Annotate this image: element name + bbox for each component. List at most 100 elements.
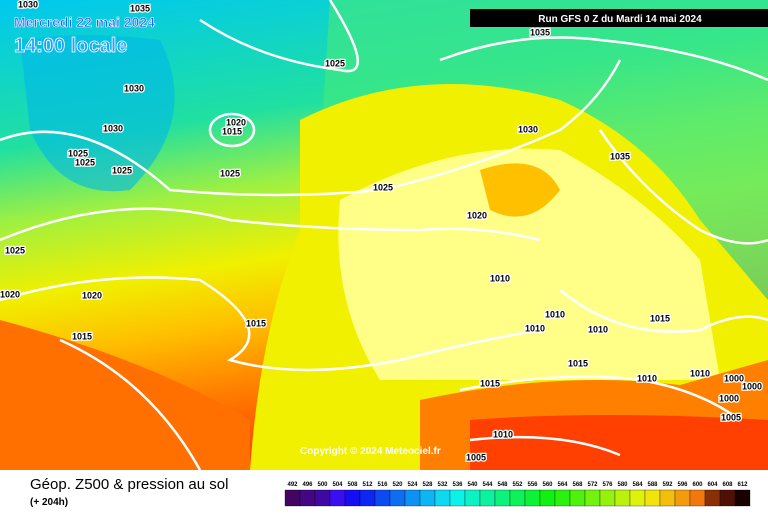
colorbar-cell xyxy=(644,489,661,507)
isobar-label: 1020 xyxy=(0,289,20,299)
colorbar-label: 528 xyxy=(422,482,433,488)
colorbar-cell xyxy=(329,489,346,507)
colorbar-label: 612 xyxy=(737,482,748,488)
isobar-label: 1010 xyxy=(545,309,565,319)
isobar-label: 1030 xyxy=(18,0,38,9)
colorbar-label: 596 xyxy=(677,482,688,488)
colorbar-label: 552 xyxy=(512,482,523,488)
colorbar-label: 608 xyxy=(722,482,733,488)
colorbar-cell xyxy=(449,489,466,507)
isobar-label: 1035 xyxy=(530,27,550,37)
isobar-label: 1020 xyxy=(82,290,102,300)
colorbar-label: 492 xyxy=(287,482,298,488)
isobar-label: 1005 xyxy=(466,452,486,462)
colorbar-cell xyxy=(389,489,406,507)
isobar-label: 1035 xyxy=(610,151,630,161)
colorbar-label: 584 xyxy=(632,482,643,488)
colorbar-label: 496 xyxy=(302,482,313,488)
colorbar-cell xyxy=(299,489,316,507)
colorbar-cell xyxy=(479,489,496,507)
isobar-label: 1010 xyxy=(588,324,608,334)
field xyxy=(480,163,560,217)
isobar-label: 1025 xyxy=(373,182,393,192)
colorbar-cell xyxy=(569,489,586,507)
colorbar-label: 504 xyxy=(332,482,343,488)
colorbar-label: 568 xyxy=(572,482,583,488)
colorbar-label: 588 xyxy=(647,482,658,488)
isobar-label: 1015 xyxy=(568,358,588,368)
isobar-label: 1030 xyxy=(518,124,538,134)
isobar-label: 1020 xyxy=(226,117,246,127)
colorbar-cell xyxy=(524,489,541,507)
colorbar-cell xyxy=(704,489,721,507)
colorbar-cell xyxy=(614,489,631,507)
colorbar-label: 540 xyxy=(467,482,478,488)
colorbar-label: 576 xyxy=(602,482,613,488)
isobar-label: 1030 xyxy=(103,123,123,133)
isobar-label: 1005 xyxy=(721,412,741,422)
footer-lead: (+ 204h) xyxy=(30,497,68,508)
colorbar-cell xyxy=(284,489,301,507)
colorbar-label: 580 xyxy=(617,482,628,488)
isobar-label: 1025 xyxy=(325,58,345,68)
colorbar-label: 536 xyxy=(452,482,463,488)
field xyxy=(470,415,768,470)
colorbar-cell xyxy=(434,489,451,507)
colorbar-cell xyxy=(659,489,676,507)
isobar-label: 1025 xyxy=(68,148,88,158)
field xyxy=(20,35,175,192)
colorbar-label: 532 xyxy=(437,482,448,488)
colorbar-cell xyxy=(689,489,706,507)
colorbar-label: 604 xyxy=(707,482,718,488)
colorbar-cell xyxy=(374,489,391,507)
isobar-label: 1000 xyxy=(742,381,762,391)
field xyxy=(338,148,720,380)
isobars xyxy=(0,0,768,470)
isobar-label: 1015 xyxy=(650,313,670,323)
colorbar-cell xyxy=(539,489,556,507)
colorbar-cell xyxy=(419,489,436,507)
isobar-label: 1035 xyxy=(130,3,150,13)
colorbar-cell xyxy=(344,489,361,507)
isobar-label: 1010 xyxy=(525,323,545,333)
isobar-label: 1015 xyxy=(480,378,500,388)
colorbar-label: 548 xyxy=(497,482,508,488)
colorbar-label: 592 xyxy=(662,482,673,488)
colorbar-label: 600 xyxy=(692,482,703,488)
field xyxy=(0,320,250,470)
colorbar-cell xyxy=(719,489,736,507)
copyright: Copyright © 2024 Meteociel.fr xyxy=(300,446,441,457)
colorbar-cell xyxy=(554,489,571,507)
colorbar-cell xyxy=(584,489,601,507)
colorbar-label: 556 xyxy=(527,482,538,488)
isobar-label: 1025 xyxy=(112,165,132,175)
isobar-label: 1025 xyxy=(220,168,240,178)
colorbar-label: 512 xyxy=(362,482,373,488)
isobar-label: 1025 xyxy=(75,157,95,167)
colorbar-cell xyxy=(494,489,511,507)
footer-title: Géop. Z500 & pression au sol xyxy=(30,476,228,493)
run-banner xyxy=(470,9,768,27)
colorbar-cell xyxy=(509,489,526,507)
isobar-label: 1015 xyxy=(246,318,266,328)
isobar-label: 1015 xyxy=(72,331,92,341)
colorbar-label: 516 xyxy=(377,482,388,488)
colorbar-cell xyxy=(734,489,751,507)
isobar-label: 1015 xyxy=(222,126,242,136)
time: 14:00 locale xyxy=(14,35,127,57)
colorbar-cell xyxy=(674,489,691,507)
colorbar-cell xyxy=(359,489,376,507)
isobar-label: 1000 xyxy=(724,373,744,383)
isobar-label: 1010 xyxy=(637,373,657,383)
colorbar-label: 524 xyxy=(407,482,418,488)
colorbar-label: 520 xyxy=(392,482,403,488)
colorbar-label: 560 xyxy=(542,482,553,488)
isobar-label: 1010 xyxy=(493,429,513,439)
isobar-label: 1030 xyxy=(124,83,144,93)
date: Mercredi 22 mai 2024 xyxy=(14,14,155,30)
isobar-label: 1000 xyxy=(719,393,739,403)
colorbar-label: 508 xyxy=(347,482,358,488)
colorbar-cell xyxy=(404,489,421,507)
isobar-label: 1020 xyxy=(467,210,487,220)
